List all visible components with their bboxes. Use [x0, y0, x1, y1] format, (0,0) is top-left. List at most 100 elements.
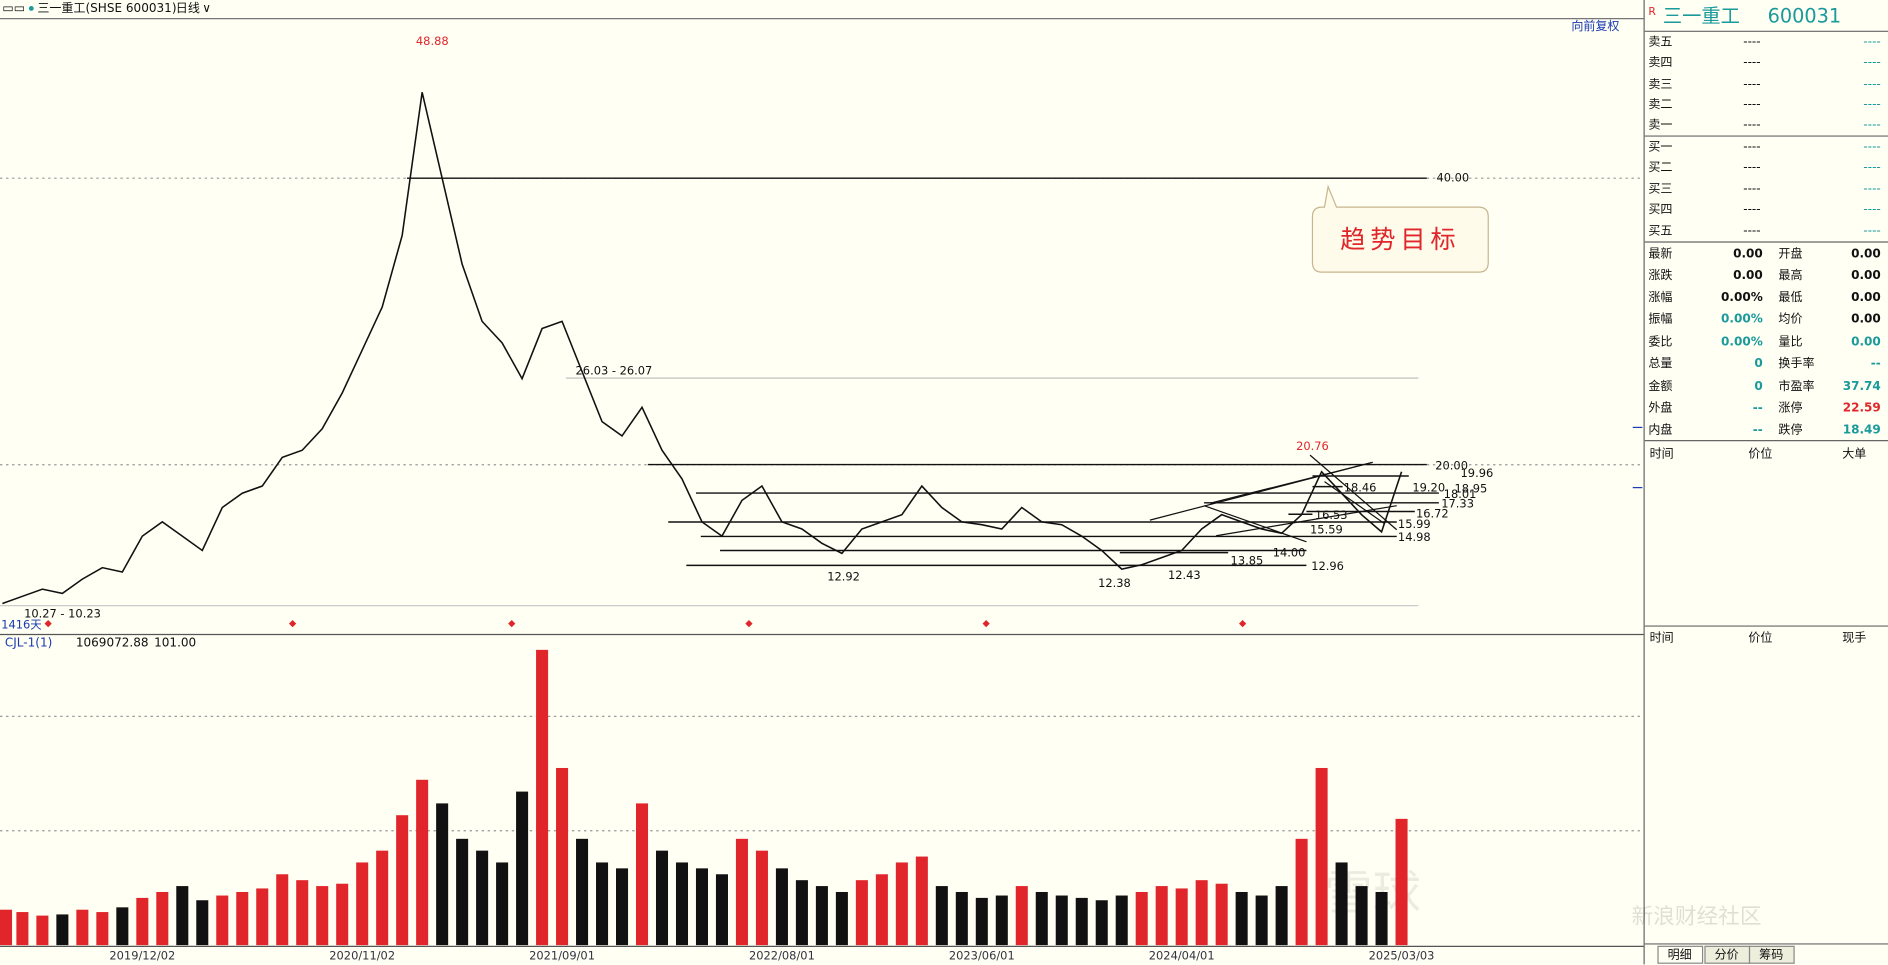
level-label: 12.92	[827, 569, 860, 583]
book-price: ----	[1743, 77, 1760, 91]
stat-value: 0	[1754, 379, 1762, 393]
stat-label: 振幅	[1648, 311, 1672, 326]
stat-value: 18.49	[1843, 422, 1881, 436]
volume-bar	[1355, 886, 1368, 946]
volume-bar	[1275, 886, 1288, 946]
volume-bar	[1015, 886, 1028, 946]
book-volume: ----	[1863, 35, 1880, 49]
stat-value: 0.00%	[1721, 290, 1763, 304]
book-volume: ----	[1863, 160, 1880, 174]
volume-bar	[995, 895, 1008, 946]
status-dot	[28, 6, 34, 11]
period-selector[interactable]: 日线	[176, 1, 200, 15]
stat-label: 跌停	[1778, 421, 1802, 436]
x-tick-label: 2021/09/01	[529, 948, 595, 962]
volume-bar	[36, 915, 49, 946]
tab[interactable]	[1657, 945, 1704, 964]
level-label: 14.98	[1398, 530, 1431, 544]
volume-bar	[1215, 883, 1228, 946]
book-volume: ----	[1863, 139, 1880, 153]
x-tick-label: 2019/12/02	[109, 948, 175, 962]
stat-label: 最新	[1648, 246, 1672, 261]
volume-bar	[1395, 818, 1408, 946]
column-header: 大单	[1842, 446, 1866, 460]
book-label: 卖二	[1648, 97, 1672, 111]
level-label: 15.99	[1398, 517, 1431, 531]
book-volume: ----	[1863, 202, 1880, 216]
column-header: 时间	[1650, 446, 1674, 460]
stat-value: 0.00	[1851, 247, 1881, 261]
volume-bar	[416, 779, 429, 946]
volume-bar	[1115, 895, 1128, 946]
volume-bar	[1155, 886, 1168, 946]
stat-value: 0.00	[1733, 247, 1763, 261]
volume-bar	[256, 888, 269, 946]
stat-value: --	[1753, 422, 1763, 436]
volume-bar	[276, 874, 289, 946]
volume-bar	[576, 838, 589, 946]
window-icon[interactable]: ▭▭	[2, 1, 25, 15]
stat-value: 0	[1754, 356, 1762, 370]
volume-bar	[835, 891, 848, 946]
stat-value: 0.00	[1733, 268, 1763, 282]
quote-code: 600031	[1768, 4, 1842, 27]
tab-label[interactable]: 筹码	[1759, 947, 1783, 961]
indicator-name[interactable]: CJL-1(1)	[5, 635, 52, 649]
book-price: ----	[1743, 224, 1760, 238]
level-label: 16.72	[1416, 506, 1449, 520]
level-label: 12.96	[1311, 559, 1344, 573]
volume-bar	[176, 886, 189, 946]
stat-value: 0.00	[1851, 268, 1881, 282]
dropdown-arrow[interactable]: ∨	[202, 1, 211, 15]
volume-bar	[1255, 895, 1268, 946]
volume-bar	[675, 862, 689, 946]
volume-bar	[536, 649, 549, 946]
x-tick-label: 2025/03/03	[1369, 948, 1435, 962]
volume-bar	[436, 803, 449, 946]
volume-bar	[1335, 862, 1348, 946]
tab-label[interactable]: 明细	[1668, 947, 1692, 961]
volume-bar	[1035, 891, 1048, 946]
level-label: 18.95	[1455, 482, 1488, 496]
book-label: 卖一	[1648, 118, 1672, 132]
book-volume: ----	[1863, 118, 1880, 132]
volume-bar	[476, 850, 489, 946]
level-label: 17.33	[1441, 497, 1474, 511]
volume-bar	[935, 886, 948, 946]
indicator-readout: 1069072.88	[76, 635, 149, 649]
volume-bar	[1055, 895, 1068, 946]
volume-bar	[815, 886, 828, 946]
volume-bar	[1375, 891, 1388, 946]
book-label: 买二	[1648, 160, 1672, 174]
callout-box	[1311, 184, 1489, 273]
book-label: 卖四	[1648, 55, 1672, 69]
panel-separators	[1644, 30, 1888, 945]
column-header: 价位	[1748, 445, 1772, 460]
tab-label[interactable]: 分价	[1715, 947, 1739, 961]
stat-label: 量比	[1778, 334, 1802, 348]
book-label: 买五	[1648, 224, 1672, 238]
adjust-mode[interactable]: 向前复权	[1571, 18, 1619, 33]
volume-bar	[1235, 891, 1248, 946]
stat-label: 内盘	[1648, 421, 1672, 436]
level-label: 16.53	[1315, 508, 1348, 522]
event-markers	[44, 620, 1247, 628]
column-header: 现手	[1842, 631, 1866, 645]
book-price: ----	[1743, 160, 1760, 174]
symbol-label[interactable]: 三一重工(SHSE 600031)	[37, 1, 176, 15]
volume-bar	[1195, 880, 1208, 946]
volume-bar	[715, 874, 728, 946]
stat-label: 涨停	[1778, 400, 1802, 415]
stat-label: 均价	[1778, 312, 1802, 326]
book-price: ----	[1743, 118, 1760, 132]
volume-bar	[775, 868, 788, 946]
level-label: 19.96	[1461, 466, 1494, 480]
book-price: ----	[1743, 182, 1760, 196]
x-tick-label: 2020/11/02	[329, 948, 395, 962]
x-tick-label: 2023/06/01	[949, 948, 1015, 962]
stat-value: 0.00%	[1721, 334, 1763, 348]
side-ticks	[1632, 426, 1643, 489]
tab[interactable]	[1748, 945, 1795, 964]
stat-value: 0.00%	[1721, 312, 1763, 326]
